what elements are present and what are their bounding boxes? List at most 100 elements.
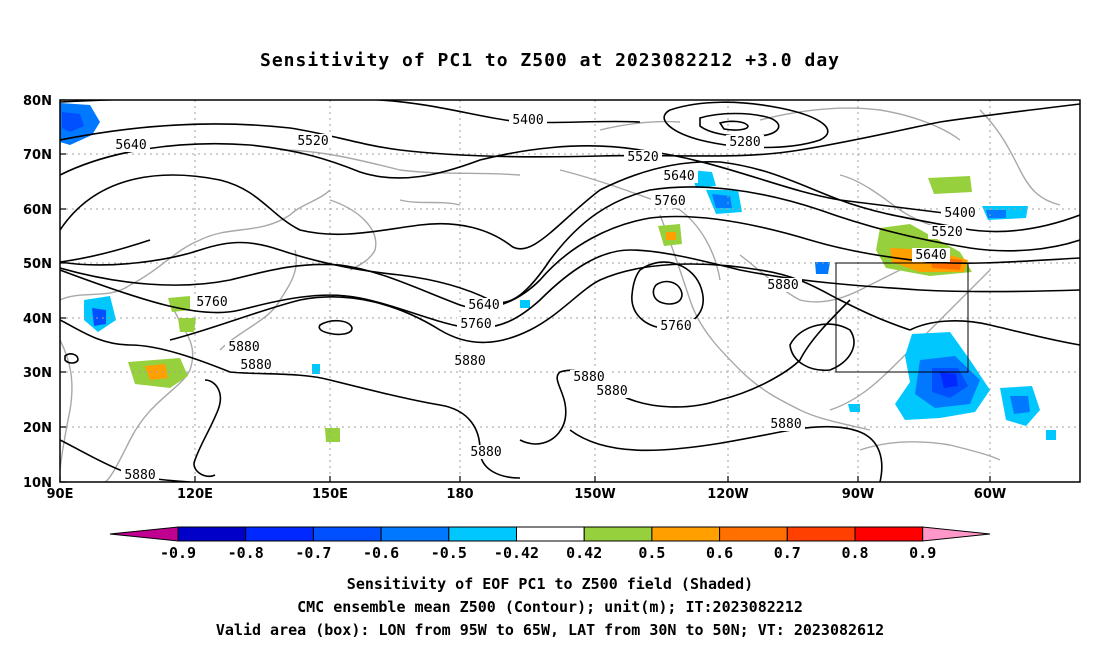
lat-label: 30N [23, 366, 52, 381]
lat-label: 80N [23, 94, 52, 109]
lat-label: 40N [23, 312, 52, 327]
contour-label: 5760 [196, 295, 227, 310]
colorbar-segment [177, 526, 247, 542]
lat-label: 20N [23, 421, 52, 436]
contour-label: 5880 [767, 278, 798, 293]
contour-label-bg [112, 138, 150, 152]
contour-label-bg [624, 150, 662, 164]
colorbar-label: -0.42 [494, 544, 539, 562]
contour-label-bg [657, 319, 695, 333]
colorbar-segment [312, 526, 382, 542]
contour-label: 5520 [627, 150, 658, 165]
contour-label: 5640 [915, 248, 946, 263]
contour-label: 5880 [240, 358, 271, 373]
colorbar-label: 0.5 [638, 544, 665, 562]
sensitivity-shading [60, 103, 1056, 442]
colorbar-segment [854, 526, 924, 542]
contour-label-bg [570, 370, 608, 384]
latitude-labels: 80N 70N 60N 50N 40N 30N 20N 10N [23, 94, 52, 491]
contour-label: 5520 [931, 225, 962, 240]
colorbar-segment [786, 526, 856, 542]
lon-label: 180 [446, 487, 473, 502]
caption-line-2: CMC ensemble mean Z500 (Contour); unit(m… [297, 598, 803, 616]
colorbar-segment [245, 526, 314, 542]
colorbar: -0.9 -0.8 -0.7 -0.6 -0.5 -0.42 0.42 0.5 0.6 0.7 0.… [109, 526, 991, 562]
lon-label: 60W [974, 487, 1006, 502]
contour-label: 5400 [512, 113, 543, 128]
contour-label: 5880 [454, 354, 485, 369]
map-frame [59, 99, 1081, 483]
contour-label-bg [651, 194, 689, 208]
colorbar-label: 0.9 [909, 544, 936, 562]
contour-label-bg [451, 354, 489, 368]
colorbar-segment [380, 526, 450, 542]
contour-label-bg [941, 206, 979, 220]
contour-label: 5640 [663, 169, 694, 184]
valid-area-box [835, 262, 969, 373]
longitude-labels: 90E 120E 150E 180 150W 120W 90W 60W [47, 487, 1007, 502]
contour-label-bg [121, 468, 159, 482]
lon-label: 90W [842, 487, 874, 502]
contour-label-bg [465, 298, 503, 312]
lat-label: 60N [23, 203, 52, 218]
contour-label: 5880 [596, 384, 627, 399]
chart-title: Sensitivity of PC1 to Z500 at 2023082212… [259, 50, 840, 71]
caption-line-3: Valid area (box): LON from 95W to 65W, L… [215, 621, 885, 639]
colorbar-label: -0.7 [295, 544, 331, 562]
lat-label: 70N [23, 148, 52, 163]
contour-label: 5880 [124, 468, 155, 483]
contour-label: 5640 [468, 298, 499, 313]
colorbar-label: 0.8 [841, 544, 868, 562]
contour-label: 5400 [944, 206, 975, 221]
contour-label: 5760 [660, 319, 691, 334]
contour-label-bg [294, 134, 332, 148]
axis-ticks [59, 99, 991, 483]
lon-label: 150W [574, 487, 615, 502]
colorbar-label: -0.6 [363, 544, 399, 562]
contour-label-bg [928, 225, 966, 239]
contour-label: 5880 [228, 340, 259, 355]
colorbar-label: 0.42 [566, 544, 602, 562]
colorbar-min-arrow [109, 526, 179, 542]
lat-label: 10N [23, 476, 52, 491]
colorbar-segment [516, 526, 585, 542]
contour-label-bg [912, 248, 950, 262]
lon-label: 150E [312, 487, 348, 502]
contour-label: 5520 [297, 134, 328, 149]
colorbar-label: -0.9 [160, 544, 196, 562]
colorbar-label: -0.8 [228, 544, 264, 562]
lat-label: 50N [23, 257, 52, 272]
contour-label-bg [509, 113, 547, 127]
colorbar-segment [719, 526, 788, 542]
lon-label: 120E [177, 487, 213, 502]
colorbar-segment [448, 526, 517, 542]
contour-label-bg [467, 445, 505, 459]
colorbar-max-arrow [922, 526, 991, 542]
colorbar-segment [651, 526, 721, 542]
contour-label-bg [237, 358, 275, 372]
colorbar-segment [583, 526, 653, 542]
contour-label: 5760 [654, 194, 685, 209]
colorbar-label: 0.6 [706, 544, 733, 562]
contour-label: 5880 [573, 370, 604, 385]
contour-label-bg [660, 169, 698, 183]
contour-label: 5640 [115, 138, 146, 153]
contour-label: 5880 [770, 417, 801, 432]
contour-label-bg [593, 384, 631, 398]
colorbar-label: 0.7 [774, 544, 801, 562]
contour-label-bg [767, 417, 805, 431]
z500-contours [60, 100, 1080, 482]
lon-label: 90E [47, 487, 74, 502]
contour-label-bg [457, 317, 495, 331]
contour-labels: 5400 5280 5520 5640 5520 5640 5760 5400 5520 5640… [112, 113, 979, 483]
contour-label: 5760 [460, 317, 491, 332]
colorbar-label: -0.5 [431, 544, 467, 562]
contour-label: 5280 [729, 135, 760, 150]
contour-label-bg [764, 278, 802, 292]
lon-label: 120W [707, 487, 748, 502]
contour-label-bg [193, 295, 231, 309]
contour-label-bg [225, 340, 263, 354]
contour-label-bg [726, 135, 764, 149]
contour-label: 5880 [470, 445, 501, 460]
